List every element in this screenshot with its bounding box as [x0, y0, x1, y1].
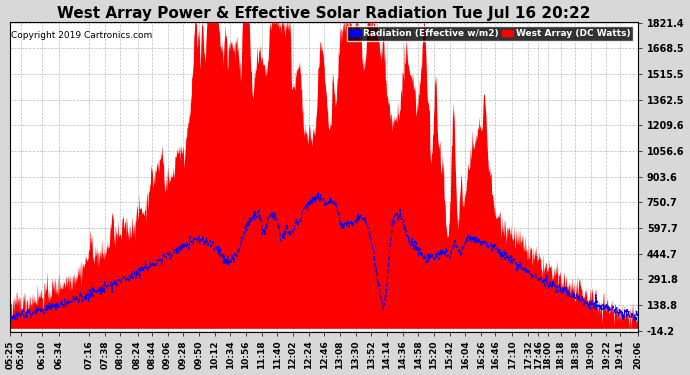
Title: West Array Power & Effective Solar Radiation Tue Jul 16 20:22: West Array Power & Effective Solar Radia… — [57, 6, 591, 21]
Legend: Radiation (Effective w/m2), West Array (DC Watts): Radiation (Effective w/m2), West Array (… — [347, 26, 633, 40]
Text: Copyright 2019 Cartronics.com: Copyright 2019 Cartronics.com — [10, 31, 152, 40]
